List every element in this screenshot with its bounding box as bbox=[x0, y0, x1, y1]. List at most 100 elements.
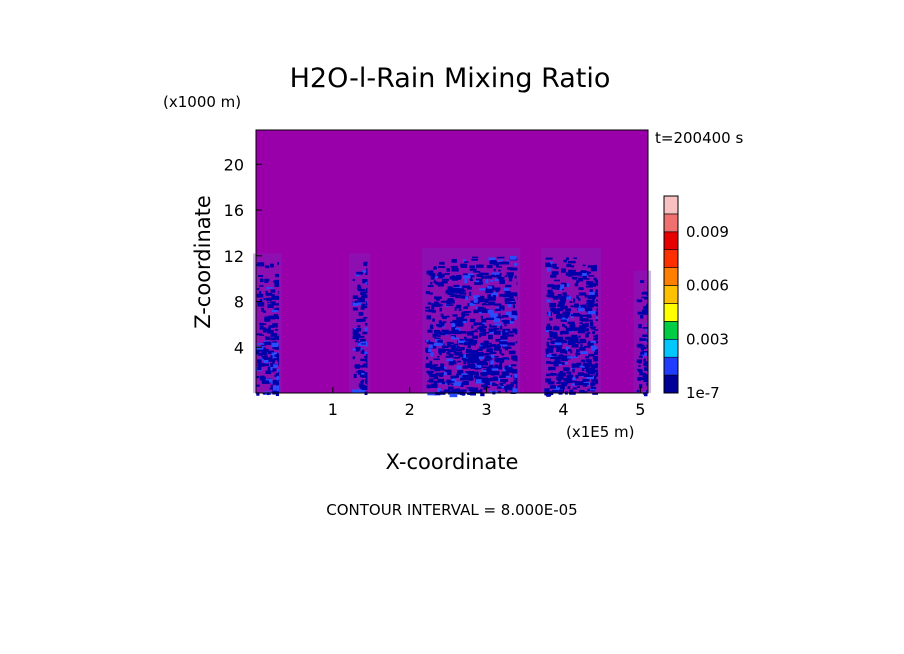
rain-cell bbox=[271, 295, 280, 300]
rain-cell bbox=[362, 375, 368, 378]
rain-cell bbox=[483, 340, 489, 344]
rain-cell bbox=[358, 298, 365, 303]
rain-cell bbox=[365, 381, 368, 384]
rain-cell bbox=[560, 306, 565, 310]
rain-cell bbox=[568, 371, 572, 377]
rain-cell bbox=[596, 282, 599, 286]
rain-cell bbox=[495, 308, 502, 311]
rain-cell bbox=[480, 372, 484, 375]
rain-cell bbox=[462, 285, 471, 289]
rain-cell bbox=[640, 377, 645, 381]
rain-cell bbox=[439, 381, 447, 385]
rain-cell bbox=[546, 392, 551, 397]
rain-cell bbox=[561, 268, 566, 273]
rain-cell bbox=[499, 325, 503, 330]
rain-cell bbox=[577, 298, 581, 301]
rain-cell bbox=[501, 371, 509, 375]
rain-cell bbox=[453, 356, 460, 359]
rain-cell bbox=[479, 288, 486, 291]
rain-cell bbox=[477, 352, 484, 354]
rain-cell bbox=[427, 392, 436, 396]
rain-cell bbox=[466, 286, 472, 290]
rain-cell bbox=[552, 284, 560, 288]
rain-cell bbox=[446, 304, 454, 306]
rain-cell bbox=[504, 275, 508, 278]
rain-cell bbox=[435, 298, 440, 301]
rain-cell bbox=[488, 328, 493, 333]
rain-cell bbox=[502, 357, 509, 360]
rain-cell bbox=[488, 331, 495, 334]
rain-cell bbox=[585, 363, 593, 367]
rain-cell bbox=[442, 321, 447, 323]
rain-cell bbox=[491, 383, 498, 386]
rain-cell bbox=[266, 343, 273, 346]
rain-cell bbox=[360, 348, 363, 351]
rain-cell bbox=[438, 304, 443, 307]
rain-cell bbox=[467, 353, 475, 358]
rain-cell bbox=[503, 334, 507, 338]
rain-cell bbox=[580, 270, 587, 274]
colorbar-segment bbox=[663, 213, 679, 233]
rain-band bbox=[422, 247, 521, 398]
rain-cell bbox=[491, 292, 498, 297]
rain-cell bbox=[277, 275, 280, 278]
rain-cell bbox=[447, 290, 454, 295]
rain-cell bbox=[455, 323, 463, 327]
rain-cell bbox=[273, 308, 276, 311]
rain-cell bbox=[580, 339, 587, 343]
rain-cell bbox=[484, 275, 493, 279]
rain-cell bbox=[256, 375, 260, 379]
rain-cell bbox=[462, 275, 471, 279]
rain-cell bbox=[455, 327, 461, 331]
rain-cell bbox=[475, 280, 480, 283]
rain-cell bbox=[566, 263, 572, 268]
rain-cell bbox=[567, 321, 574, 325]
rain-cell bbox=[431, 383, 438, 388]
rain-cell bbox=[489, 382, 493, 385]
rain-cell bbox=[571, 383, 576, 386]
rain-cell bbox=[273, 358, 280, 361]
rain-cell bbox=[446, 379, 452, 384]
rain-cell bbox=[363, 363, 368, 367]
rain-cell bbox=[455, 294, 461, 299]
rain-cell bbox=[474, 367, 482, 370]
rain-cell bbox=[270, 289, 276, 293]
rain-cell bbox=[275, 308, 280, 311]
rain-cell bbox=[478, 364, 482, 368]
rain-cell bbox=[513, 316, 517, 320]
rain-cell bbox=[496, 386, 502, 389]
rain-cell bbox=[357, 325, 361, 328]
rain-cell bbox=[468, 275, 475, 278]
rain-cell bbox=[567, 260, 576, 264]
rain-cell bbox=[595, 299, 599, 302]
rain-cell bbox=[588, 367, 595, 371]
colorbar-segment bbox=[663, 267, 679, 286]
y-tick-label: 8 bbox=[234, 293, 244, 312]
rain-cell bbox=[571, 343, 579, 348]
rain-cell bbox=[444, 369, 451, 372]
rain-cell bbox=[500, 378, 508, 383]
rain-cell bbox=[473, 270, 481, 273]
rain-cell bbox=[546, 360, 551, 364]
rain-cell bbox=[356, 271, 364, 275]
rain-cell bbox=[493, 347, 501, 351]
rain-cell bbox=[595, 334, 599, 337]
rain-cell bbox=[508, 331, 514, 334]
rain-cell bbox=[475, 306, 479, 309]
rain-cell bbox=[644, 375, 648, 380]
rain-cell bbox=[263, 323, 267, 325]
rain-cell bbox=[445, 355, 454, 358]
rain-cell bbox=[473, 357, 480, 361]
rain-cell bbox=[551, 353, 557, 357]
rain-cell bbox=[439, 372, 444, 377]
rain-cell bbox=[582, 328, 589, 332]
rain-cell bbox=[431, 365, 437, 369]
rain-cell bbox=[574, 283, 579, 287]
rain-cell bbox=[365, 282, 368, 285]
rain-cell bbox=[587, 295, 596, 300]
rain-cell bbox=[437, 335, 441, 337]
rain-cell bbox=[447, 298, 454, 302]
rain-cell bbox=[494, 364, 498, 368]
rain-cell bbox=[567, 386, 571, 389]
rain-cell bbox=[359, 335, 365, 338]
